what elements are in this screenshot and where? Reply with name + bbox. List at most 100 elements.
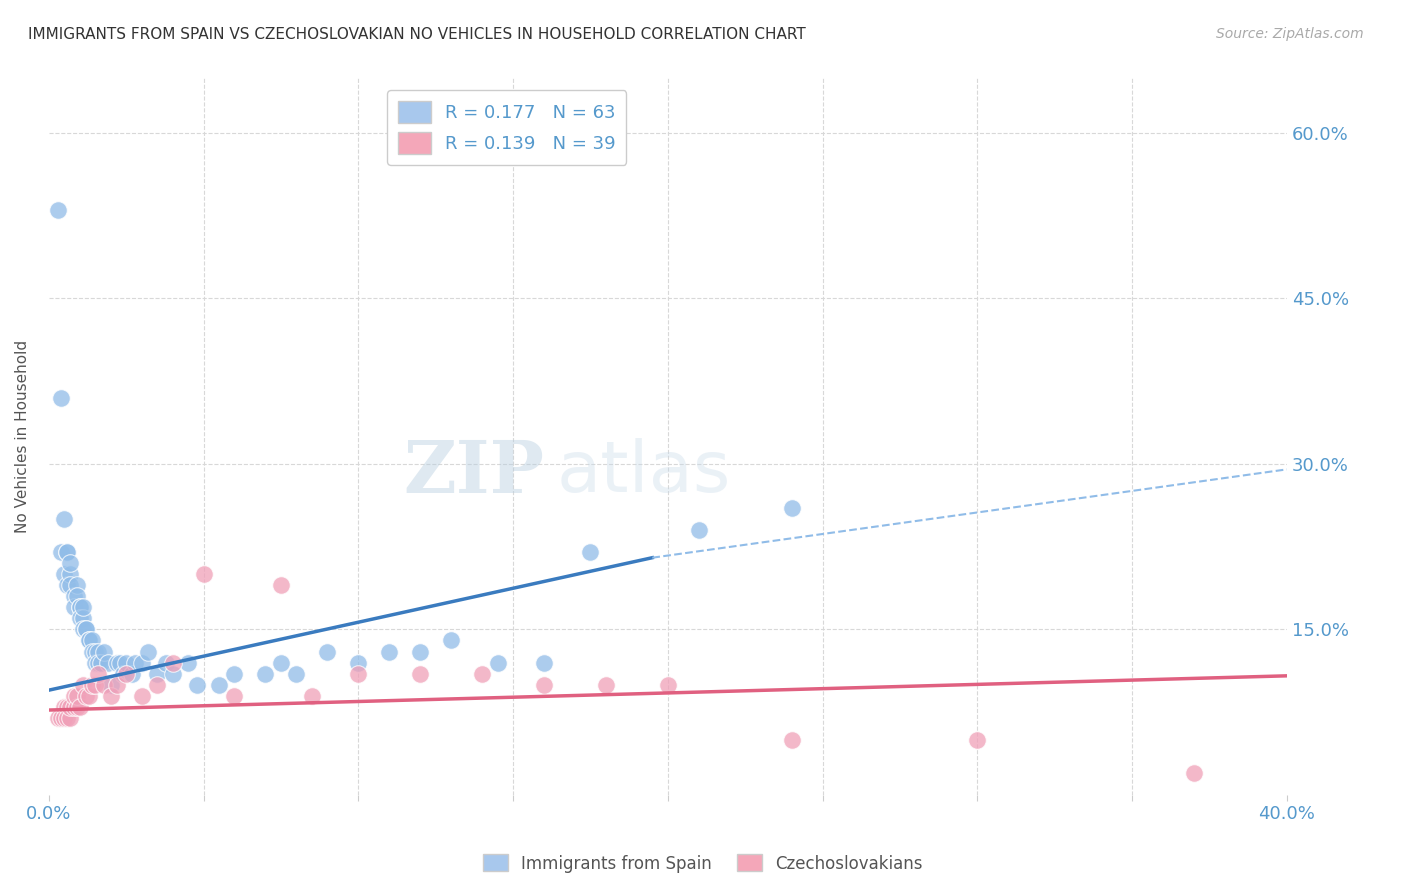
Text: Source: ZipAtlas.com: Source: ZipAtlas.com bbox=[1216, 27, 1364, 41]
Point bbox=[347, 656, 370, 670]
Point bbox=[72, 623, 94, 637]
Point bbox=[378, 644, 401, 658]
Point bbox=[96, 656, 118, 670]
Point bbox=[93, 644, 115, 658]
Text: atlas: atlas bbox=[557, 438, 731, 507]
Point bbox=[177, 656, 200, 670]
Point bbox=[59, 567, 82, 582]
Point bbox=[46, 202, 69, 217]
Point bbox=[193, 567, 215, 582]
Point bbox=[56, 545, 79, 559]
Point bbox=[93, 678, 115, 692]
Point bbox=[56, 545, 79, 559]
Point bbox=[84, 678, 107, 692]
Point bbox=[108, 656, 131, 670]
Point bbox=[115, 666, 138, 681]
Point bbox=[69, 600, 91, 615]
Point bbox=[59, 578, 82, 592]
Point bbox=[254, 666, 277, 681]
Point bbox=[75, 623, 97, 637]
Point bbox=[270, 656, 292, 670]
Text: IMMIGRANTS FROM SPAIN VS CZECHOSLOVAKIAN NO VEHICLES IN HOUSEHOLD CORRELATION CH: IMMIGRANTS FROM SPAIN VS CZECHOSLOVAKIAN… bbox=[28, 27, 806, 42]
Point bbox=[440, 633, 463, 648]
Point bbox=[75, 689, 97, 703]
Point bbox=[84, 644, 107, 658]
Point bbox=[1182, 766, 1205, 780]
Point bbox=[77, 633, 100, 648]
Point bbox=[90, 656, 112, 670]
Point bbox=[533, 656, 555, 670]
Point bbox=[131, 656, 153, 670]
Point bbox=[208, 678, 231, 692]
Point bbox=[486, 656, 509, 670]
Point bbox=[72, 611, 94, 625]
Point bbox=[316, 644, 339, 658]
Y-axis label: No Vehicles in Household: No Vehicles in Household bbox=[15, 340, 30, 533]
Point bbox=[471, 666, 494, 681]
Point bbox=[84, 656, 107, 670]
Point bbox=[224, 689, 246, 703]
Point bbox=[75, 623, 97, 637]
Point bbox=[115, 656, 138, 670]
Point bbox=[69, 600, 91, 615]
Legend: Immigrants from Spain, Czechoslovakians: Immigrants from Spain, Czechoslovakians bbox=[477, 847, 929, 880]
Text: ZIP: ZIP bbox=[404, 436, 544, 508]
Point bbox=[56, 711, 79, 725]
Point bbox=[65, 689, 87, 703]
Point bbox=[100, 689, 122, 703]
Point bbox=[65, 578, 87, 592]
Point bbox=[69, 611, 91, 625]
Point bbox=[146, 666, 169, 681]
Point bbox=[72, 678, 94, 692]
Point bbox=[80, 633, 103, 648]
Point bbox=[65, 590, 87, 604]
Point bbox=[65, 699, 87, 714]
Point bbox=[59, 699, 82, 714]
Point bbox=[131, 689, 153, 703]
Point bbox=[112, 666, 135, 681]
Point bbox=[59, 711, 82, 725]
Point bbox=[100, 678, 122, 692]
Point bbox=[56, 699, 79, 714]
Point bbox=[77, 689, 100, 703]
Point bbox=[409, 644, 432, 658]
Point bbox=[124, 656, 146, 670]
Point bbox=[136, 644, 159, 658]
Point bbox=[49, 545, 72, 559]
Point bbox=[46, 711, 69, 725]
Point bbox=[105, 656, 128, 670]
Point bbox=[80, 644, 103, 658]
Point bbox=[285, 666, 308, 681]
Point bbox=[105, 678, 128, 692]
Point bbox=[49, 391, 72, 405]
Point bbox=[688, 523, 710, 537]
Point bbox=[80, 678, 103, 692]
Point bbox=[53, 699, 76, 714]
Point bbox=[62, 600, 84, 615]
Point bbox=[56, 578, 79, 592]
Point bbox=[62, 590, 84, 604]
Point bbox=[409, 666, 432, 681]
Point bbox=[87, 656, 110, 670]
Point bbox=[53, 567, 76, 582]
Point bbox=[53, 711, 76, 725]
Point bbox=[657, 678, 679, 692]
Point bbox=[87, 666, 110, 681]
Point bbox=[72, 600, 94, 615]
Point bbox=[155, 656, 177, 670]
Point bbox=[53, 512, 76, 526]
Point bbox=[780, 732, 803, 747]
Point bbox=[595, 678, 617, 692]
Point bbox=[77, 633, 100, 648]
Point bbox=[301, 689, 323, 703]
Point bbox=[69, 699, 91, 714]
Point bbox=[347, 666, 370, 681]
Point bbox=[87, 644, 110, 658]
Point bbox=[62, 699, 84, 714]
Point bbox=[780, 501, 803, 516]
Point bbox=[966, 732, 988, 747]
Point bbox=[59, 556, 82, 570]
Point bbox=[121, 666, 143, 681]
Point bbox=[533, 678, 555, 692]
Point bbox=[162, 666, 184, 681]
